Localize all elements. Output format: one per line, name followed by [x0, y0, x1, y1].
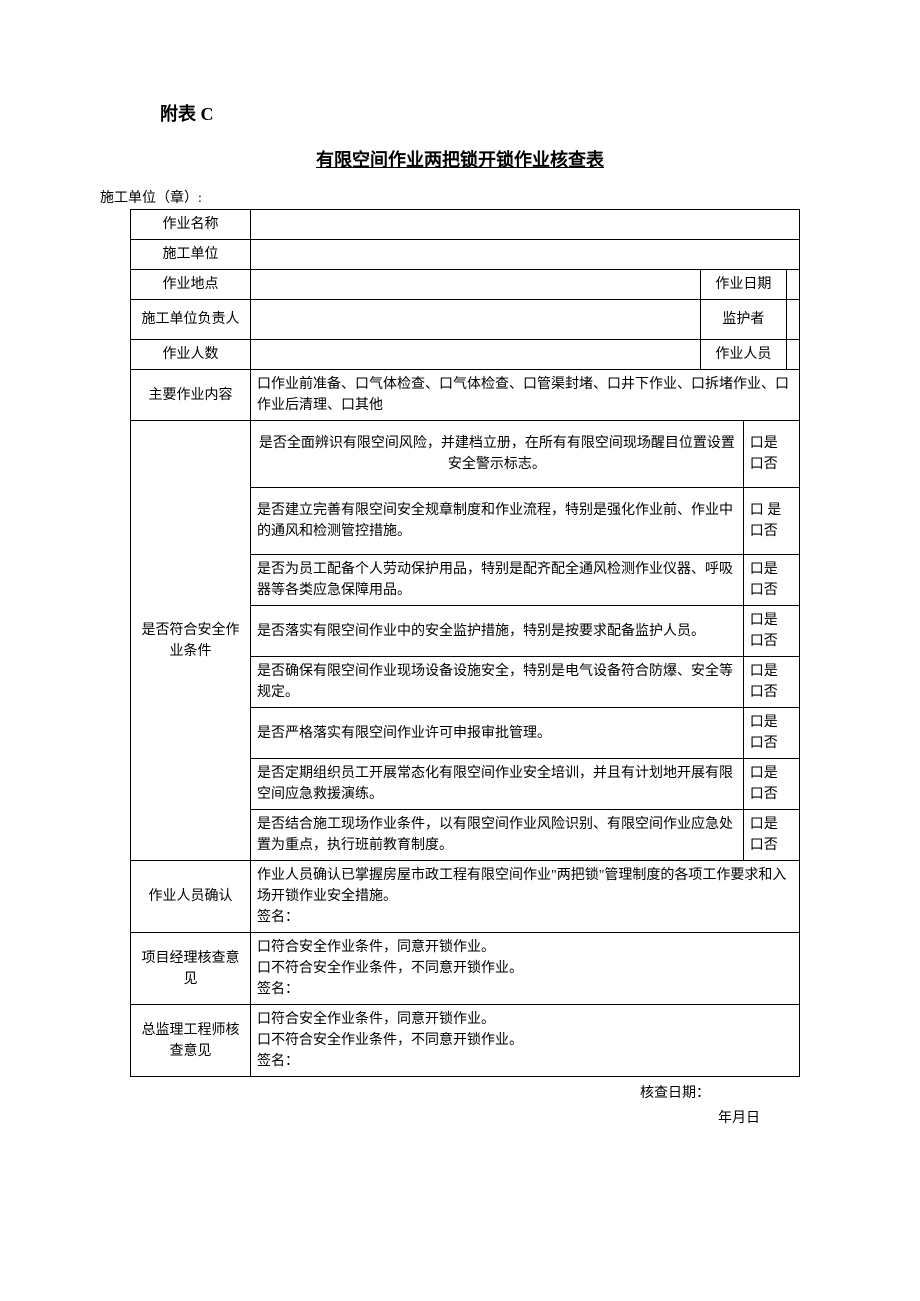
value-work-date[interactable]: [786, 270, 799, 300]
safety-yn-6[interactable]: 口是口否: [743, 759, 799, 810]
label-supervisor-opinion: 总监理工程师核查意见: [131, 1005, 251, 1077]
value-guardian[interactable]: [786, 300, 799, 340]
ymd-label: 年月日: [100, 1107, 760, 1127]
value-construction-unit[interactable]: [251, 240, 800, 270]
label-workers: 作业人员: [700, 340, 786, 370]
worker-confirm-content[interactable]: 作业人员确认已掌握房屋市政工程有限空间作业"两把锁"管理制度的各项工作要求和入场…: [251, 861, 800, 933]
label-construction-unit: 施工单位: [131, 240, 251, 270]
safety-yn-7[interactable]: 口是口否: [743, 810, 799, 861]
label-pm-opinion: 项目经理核查意见: [131, 933, 251, 1005]
safety-item-0: 是否全面辨识有限空间风险，并建档立册，在所有有限空间现场醒目位置设置安全警示标志…: [251, 421, 744, 488]
safety-item-1: 是否建立完善有限空间安全规章制度和作业流程，特别是强化作业前、作业中的通风和检测…: [251, 488, 744, 555]
label-job-name: 作业名称: [131, 210, 251, 240]
label-worker-confirm: 作业人员确认: [131, 861, 251, 933]
safety-item-4: 是否确保有限空间作业现场设备设施安全，特别是电气设备符合防爆、安全等规定。: [251, 657, 744, 708]
value-workers[interactable]: [786, 340, 799, 370]
value-job-name[interactable]: [251, 210, 800, 240]
page-title: 有限空间作业两把锁开锁作业核查表: [100, 146, 820, 172]
safety-item-5: 是否严格落实有限空间作业许可申报审批管理。: [251, 708, 744, 759]
value-unit-leader[interactable]: [251, 300, 701, 340]
pm-opinion-content[interactable]: 口符合安全作业条件，同意开锁作业。 口不符合安全作业条件，不同意开锁作业。 签名…: [251, 933, 800, 1005]
safety-yn-5[interactable]: 口是口否: [743, 708, 799, 759]
label-worker-count: 作业人数: [131, 340, 251, 370]
safety-item-6: 是否定期组织员工开展常态化有限空间作业安全培训，并且有计划地开展有限空间应急救援…: [251, 759, 744, 810]
value-main-content[interactable]: 口作业前准备、口气体检查、口气体检查、口管渠封堵、口井下作业、口拆堵作业、口作业…: [251, 370, 800, 421]
label-location: 作业地点: [131, 270, 251, 300]
checklist-table: 作业名称 施工单位 作业地点 作业日期 施工单位负责人 监护者 作业人数 作业人…: [130, 209, 800, 1077]
safety-item-7: 是否结合施工现场作业条件，以有限空间作业风险识别、有限空间作业应急处置为重点，执…: [251, 810, 744, 861]
attachment-label: 附表 C: [160, 100, 820, 126]
safety-yn-1[interactable]: 口 是口否: [743, 488, 799, 555]
supervisor-opinion-content[interactable]: 口符合安全作业条件，同意开锁作业。 口不符合安全作业条件，不同意开锁作业。 签名…: [251, 1005, 800, 1077]
value-worker-count[interactable]: [251, 340, 701, 370]
safety-yn-4[interactable]: 口是口否: [743, 657, 799, 708]
label-unit-leader: 施工单位负责人: [131, 300, 251, 340]
label-work-date: 作业日期: [700, 270, 786, 300]
label-safety-conditions: 是否符合安全作业条件: [131, 421, 251, 861]
label-guardian: 监护者: [700, 300, 786, 340]
construction-unit-label: 施工单位（章）:: [100, 187, 820, 207]
safety-yn-0[interactable]: 口是口否: [743, 421, 799, 488]
safety-item-3: 是否落实有限空间作业中的安全监护措施，特别是按要求配备监护人员。: [251, 606, 744, 657]
label-main-content: 主要作业内容: [131, 370, 251, 421]
safety-yn-2[interactable]: 口是口否: [743, 555, 799, 606]
value-location[interactable]: [251, 270, 701, 300]
safety-yn-3[interactable]: 口是口否: [743, 606, 799, 657]
safety-item-2: 是否为员工配备个人劳动保护用品，特别是配齐配全通风检测作业仪器、呼吸器等各类应急…: [251, 555, 744, 606]
check-date-label: 核查日期：: [100, 1082, 710, 1102]
